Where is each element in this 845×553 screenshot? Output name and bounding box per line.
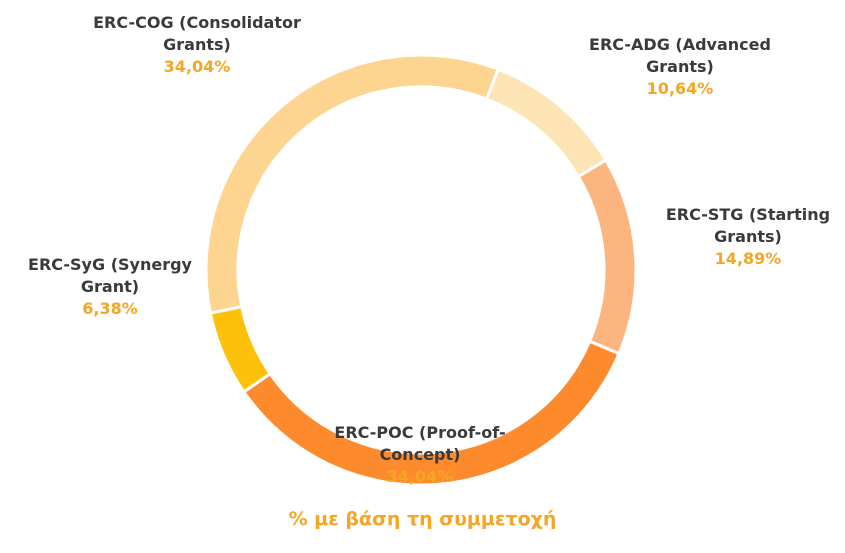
segment-label: ERC-SyG (Synergy Grant) 6,38% (5, 254, 215, 320)
value-label: 10,64% (646, 79, 714, 98)
value-label: 34,04% (163, 57, 231, 76)
category-label: ERC-COG (Consolidator Grants) (93, 13, 301, 54)
segment-label: ERC-STG (Starting Grants) 14,89% (653, 204, 843, 270)
donut-segment (576, 158, 638, 356)
donut-segment (204, 53, 500, 315)
value-label: 14,89% (714, 249, 782, 268)
value-label: 6,38% (82, 299, 138, 318)
category-label: ERC-POC (Proof-of-Concept) (334, 423, 506, 464)
segment-label: ERC-COG (Consolidator Grants) 34,04% (67, 12, 327, 78)
segment-label: ERC-ADG (Advanced Grants) 10,64% (570, 34, 790, 100)
segment-label: ERC-POC (Proof-of-Concept) 34,04% (300, 422, 540, 488)
chart-title: % με βάση τη συμμετοχή (288, 508, 557, 530)
value-label: 34,04% (386, 467, 454, 486)
category-label: ERC-ADG (Advanced Grants) (589, 35, 771, 76)
category-label: ERC-SyG (Synergy Grant) (28, 255, 192, 296)
category-label: ERC-STG (Starting Grants) (665, 205, 831, 246)
donut-segment (208, 304, 273, 394)
